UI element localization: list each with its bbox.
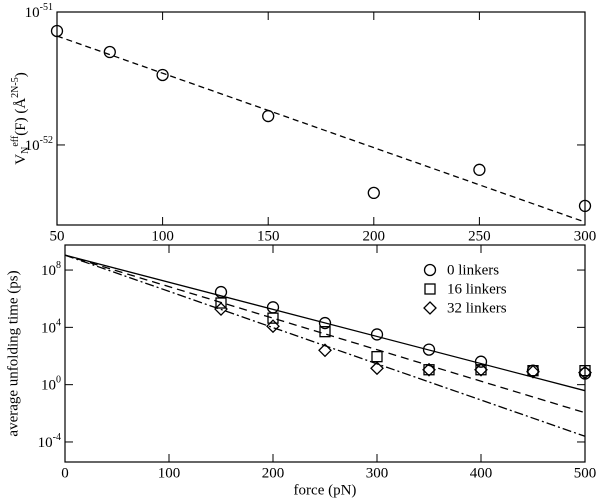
marker xyxy=(370,361,384,376)
x-tick-label: 200 xyxy=(363,228,386,244)
y-axis-label: average unfolding time (ps) xyxy=(5,270,21,436)
legend-label: 16 linkers xyxy=(447,281,507,297)
x-tick-label: 100 xyxy=(151,228,174,244)
marker xyxy=(473,163,486,176)
marker xyxy=(367,186,380,200)
x-tick-label: 250 xyxy=(468,228,491,244)
fit-line xyxy=(64,254,586,392)
marker xyxy=(215,297,227,309)
y-tick-label: 108 xyxy=(41,260,61,279)
legend-label: 32 linkers xyxy=(447,300,507,316)
x-tick-label: 300 xyxy=(366,465,389,481)
y-tick-label: 10-52 xyxy=(25,135,53,154)
y-tick-label: 104 xyxy=(41,318,61,337)
marker xyxy=(214,302,228,316)
marker xyxy=(371,351,383,363)
marker xyxy=(370,328,384,341)
legend-marker xyxy=(423,301,437,315)
marker xyxy=(319,326,331,338)
legend-marker xyxy=(424,283,436,295)
marker xyxy=(262,109,275,123)
x-tick-label: 100 xyxy=(158,465,181,481)
x-tick-label: 0 xyxy=(61,465,69,481)
fit-line xyxy=(64,254,586,437)
marker xyxy=(318,343,332,358)
fit-line xyxy=(64,254,586,414)
x-tick-label: 200 xyxy=(262,465,285,481)
y-tick-label: 10-4 xyxy=(38,432,61,451)
marker xyxy=(474,362,488,377)
marker xyxy=(526,364,540,379)
y-tick-label: 100 xyxy=(41,375,61,394)
y-tick-label: 10-51 xyxy=(25,2,53,21)
legend-marker xyxy=(423,263,437,277)
x-tick-label: 300 xyxy=(574,228,596,244)
x-tick-label: 150 xyxy=(257,228,280,244)
marker xyxy=(266,319,280,334)
plot-frame xyxy=(56,11,586,226)
marker xyxy=(475,364,487,376)
marker xyxy=(266,301,280,314)
fit-line xyxy=(56,35,586,223)
y-axis-label: VNeff(F) (Å2N-5) xyxy=(10,72,31,164)
marker xyxy=(103,45,116,59)
marker xyxy=(318,316,332,330)
marker xyxy=(474,355,488,368)
legend-label: 0 linkers xyxy=(447,262,499,278)
x-tick-label: 50 xyxy=(50,228,65,244)
marker xyxy=(422,343,436,356)
marker xyxy=(156,68,169,82)
x-tick-label: 500 xyxy=(574,465,596,481)
marker xyxy=(578,199,592,213)
marker xyxy=(578,365,592,380)
x-axis-label: force (pN) xyxy=(294,482,357,498)
marker xyxy=(422,362,436,377)
marker xyxy=(423,364,435,376)
marker xyxy=(267,312,279,324)
marker xyxy=(50,24,64,38)
x-tick-label: 400 xyxy=(470,465,493,481)
plot-frame xyxy=(64,244,586,463)
